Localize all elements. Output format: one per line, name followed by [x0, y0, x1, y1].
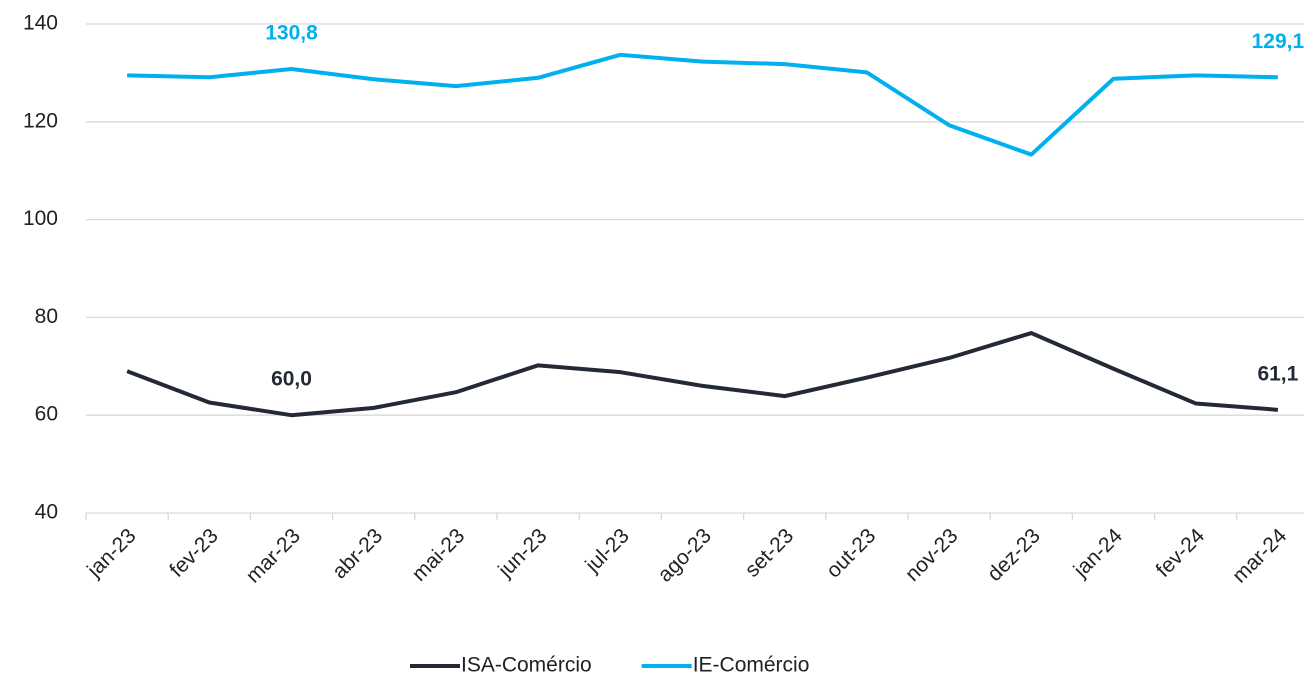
data-label: 129,1	[1252, 30, 1304, 53]
data-label: 130,8	[265, 22, 318, 45]
x-tick-label: ago-23	[653, 524, 716, 587]
x-tick-label: dez-23	[983, 524, 1045, 586]
x-tick-label: out-23	[822, 524, 880, 582]
x-tick-label: fev-23	[165, 524, 223, 582]
y-tick-label: 120	[23, 109, 58, 132]
x-tick-label: fev-24	[1152, 524, 1210, 582]
x-tick-label: jan-24	[1069, 524, 1127, 582]
legend-label: ISA-Comércio	[461, 654, 592, 677]
y-tick-label: 40	[35, 501, 58, 524]
x-tick-label: mai-23	[408, 524, 470, 586]
series-line	[127, 52, 1278, 157]
x-tick-label: set-23	[741, 524, 799, 582]
data-label: 61,1	[1257, 362, 1298, 385]
x-tick-label: mar-24	[1228, 524, 1292, 588]
x-tick-label: jun-23	[493, 524, 551, 582]
x-tick-label: mar-23	[242, 524, 305, 587]
x-tick-label: nov-23	[901, 524, 963, 586]
data-label: 60,0	[271, 368, 312, 391]
x-tick-label: jul-23	[580, 524, 633, 577]
y-tick-label: 100	[23, 207, 58, 230]
series-line	[126, 331, 1279, 418]
y-tick-label: 80	[35, 305, 58, 328]
x-tick-label: abr-23	[328, 524, 387, 583]
y-tick-label: 140	[23, 12, 58, 35]
x-tick-label: jan-23	[82, 524, 140, 582]
y-tick-label: 60	[35, 403, 58, 426]
legend-label: IE-Comércio	[693, 654, 810, 677]
